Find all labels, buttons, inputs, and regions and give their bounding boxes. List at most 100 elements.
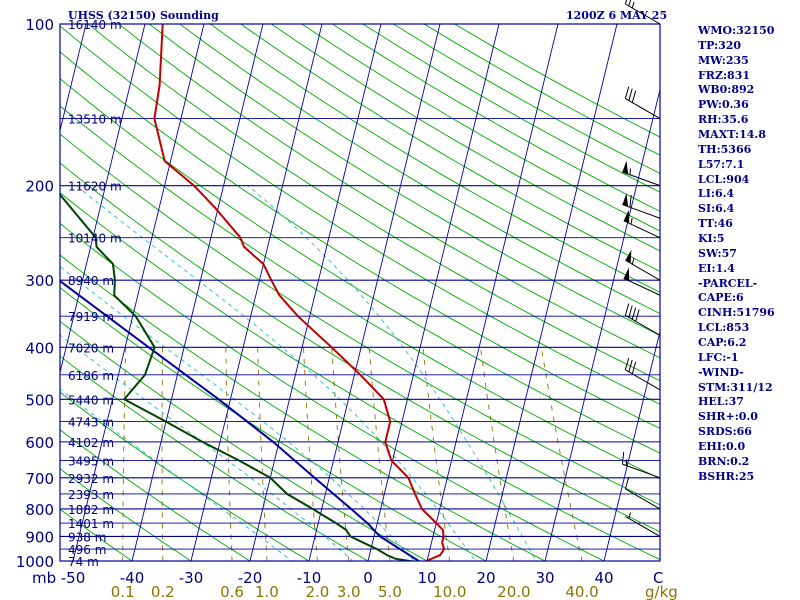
wind-barb-staff [625,515,661,537]
wind-barb-staff [625,369,661,391]
wind-barb-pennant [623,267,630,281]
mixing-ratio-line [422,347,451,561]
dry-adiabat-line [60,468,192,561]
wind-barb-staff [625,3,661,25]
wind-barb-staff [625,488,661,510]
temperature-unit-label: C [653,569,663,587]
dry-adiabat-line [60,287,487,561]
height-label: 2932 m [68,472,114,486]
index-value: -WIND- [698,365,744,379]
mixing-ratio-tick-label: 20.0 [497,583,530,600]
height-label: 1882 m [68,503,114,517]
index-value: SHR+:0.0 [698,410,758,424]
dry-adiabat-line [60,25,660,405]
wind-barb [624,357,661,391]
index-value: LCL:904 [698,172,750,186]
wind-barb-half [631,1,635,9]
height-label: 4743 m [68,416,114,430]
height-label: 7020 m [68,341,114,355]
height-label: 74 m [68,555,99,569]
dry-adiabat-line [60,429,251,561]
plot-frame [59,23,661,562]
dry-adiabat-line [179,24,660,315]
moist-adiabat-line [247,185,537,561]
wind-barb-full [631,90,637,103]
index-value: TP:320 [698,38,742,52]
index-value: L57:7.1 [698,157,745,171]
dry-adiabat-line [118,24,660,359]
pressure-tick-label: 600 [25,434,54,452]
wind-barb-staff [622,463,661,479]
height-label: 7919 m [68,310,114,324]
index-value: LCL:853 [698,321,750,335]
dry-adiabat-line [87,24,660,382]
chart-title: UHSS (32150) Sounding [68,9,219,22]
temperature-tick-label: 40 [594,569,613,587]
wind-barb [624,303,661,336]
isotherm-line [426,24,559,561]
wind-barb-full [624,0,628,5]
index-value: CAP:6.2 [698,336,747,350]
wind-barb-staff [625,259,661,281]
index-value: SRDS:66 [698,425,752,439]
index-value: LI:6.4 [698,187,735,201]
dewpoint-profile-line [60,193,417,561]
wind-barb-full [624,357,630,370]
pressure-tick-label: 400 [25,339,54,357]
dry-adiabat-line [60,162,660,533]
height-label: 2393 m [68,488,114,502]
wind-barb-pennant [625,249,632,264]
wind-barb-full [628,359,633,372]
index-value: BSHR:25 [698,469,755,483]
wind-barb-half [629,168,632,175]
mixing-ratio-tick-label: 0.2 [151,583,175,600]
index-value: LFC:-1 [698,350,739,364]
index-value: CINH:51796 [698,306,775,320]
wind-barb [621,451,661,479]
wind-barb [625,512,661,537]
dry-adiabat-line [209,24,660,293]
isotherm-line [485,24,618,561]
mixing-ratio-tick-label: 5.0 [378,583,402,600]
wind-barb [624,476,661,510]
index-value: CAPE:6 [698,291,744,305]
isotherm-line [249,24,382,561]
dry-adiabat-line [60,391,310,561]
wind-barb-full [629,194,632,208]
index-value: EHI:0.0 [698,440,746,454]
index-value: PW:0.36 [698,98,749,112]
mixing-ratio-line [122,347,127,561]
height-label: 1401 m [68,517,114,531]
pressure-tick-label: 700 [25,470,54,488]
wind-barb-staff [625,314,661,336]
index-value: RH:35.6 [698,113,749,127]
wind-barb-full [635,309,640,322]
temperature-tick-label: -10 [297,569,322,587]
mixing-ratio-tick-label: 1.0 [255,583,279,600]
wind-barb-staff [622,204,661,219]
pressure-tick-label: 800 [25,501,54,519]
index-value: WB0:892 [698,83,755,97]
index-value: -PARCEL- [698,276,758,290]
wind-barb-full [628,88,633,101]
mixing-ratio-tick-label: 0.1 [111,583,135,600]
temperature-tick-label: -40 [120,569,145,587]
pressure-tick-label: 200 [25,178,54,196]
wind-barb-staff [625,98,661,119]
dry-adiabat-line [60,320,428,561]
height-label: 3495 m [68,455,114,469]
wind-barb-half [625,459,628,466]
height-label: 10140 m [68,232,122,246]
dry-adiabat-line [240,24,660,272]
isotherm-line [0,12,30,572]
isotherm-line [190,24,323,561]
index-value: HEL:37 [698,395,744,409]
temperature-tick-label: 30 [535,569,554,587]
mixing-ratio-line [257,347,268,561]
dry-adiabat-line [60,105,660,480]
wind-barb [622,160,661,187]
mixing-ratio-line [480,347,515,561]
wind-barb-full [621,451,625,465]
height-label: 4102 m [68,436,114,450]
